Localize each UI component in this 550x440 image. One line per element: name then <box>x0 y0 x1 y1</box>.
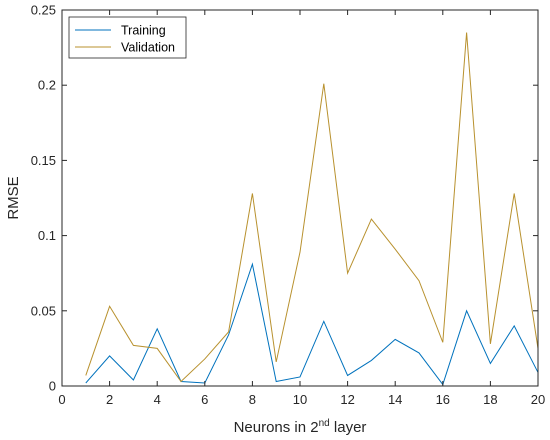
data-point-training <box>132 378 135 381</box>
y-axis-label: RMSE <box>5 176 22 219</box>
data-point-validation <box>418 279 421 282</box>
y-tick-label: 0.15 <box>31 153 56 168</box>
y-tick-label: 0 <box>49 379 56 394</box>
data-point-validation <box>370 218 373 221</box>
legend-label-training: Training <box>121 24 166 38</box>
series-line-validation <box>85 32 539 383</box>
data-point-training <box>275 380 278 383</box>
y-tick-label: 0.1 <box>38 228 56 243</box>
data-point-validation <box>227 330 230 333</box>
legend: Training Validation <box>68 16 187 59</box>
series-line-training <box>85 262 539 386</box>
x-tick-label: 12 <box>340 392 354 407</box>
data-point-validation <box>275 360 278 363</box>
x-tick-label: 0 <box>58 392 65 407</box>
data-point-validation <box>513 192 516 195</box>
x-tick-label: 2 <box>106 392 113 407</box>
data-point-validation <box>156 347 159 350</box>
data-point-training <box>251 263 254 266</box>
data-point-training <box>370 359 373 362</box>
data-point-validation <box>108 305 111 308</box>
legend-label-validation: Validation <box>121 41 175 55</box>
data-point-training <box>322 320 325 323</box>
data-point-training <box>156 327 159 330</box>
data-point-validation <box>441 341 444 344</box>
data-point-training <box>84 381 87 384</box>
data-point-validation <box>394 248 397 251</box>
x-tick-label: 14 <box>388 392 402 407</box>
x-tick-label: 8 <box>249 392 256 407</box>
x-tick-label: 10 <box>293 392 307 407</box>
data-point-validation <box>180 380 183 383</box>
series-layer <box>84 31 539 386</box>
data-point-validation <box>132 344 135 347</box>
data-point-training <box>108 354 111 357</box>
x-tick-label: 4 <box>154 392 161 407</box>
data-point-training <box>489 362 492 365</box>
x-axis-label-superscript: nd <box>319 418 330 429</box>
data-point-training <box>346 374 349 377</box>
data-point-validation <box>84 374 87 377</box>
data-point-training <box>465 309 468 312</box>
data-point-training <box>394 338 397 341</box>
x-tick-label: 18 <box>483 392 497 407</box>
plot-area <box>62 10 538 386</box>
data-point-validation <box>489 342 492 345</box>
x-axis-label-tail: layer <box>330 419 367 436</box>
data-point-validation <box>465 31 468 34</box>
legend-box <box>68 16 187 59</box>
data-point-validation <box>251 192 254 195</box>
data-point-validation <box>299 251 302 254</box>
data-point-validation <box>322 82 325 85</box>
y-tick-label: 0.05 <box>31 303 56 318</box>
x-tick-label: 16 <box>436 392 450 407</box>
data-point-validation <box>346 272 349 275</box>
data-point-training <box>513 324 516 327</box>
data-point-training <box>299 375 302 378</box>
y-tick-label: 0.25 <box>31 3 56 18</box>
x-axis-label: Neurons in 2nd layer <box>234 418 367 436</box>
x-tick-label: 20 <box>531 392 545 407</box>
x-tick-label: 6 <box>201 392 208 407</box>
x-axis-label-main: Neurons in 2 <box>234 419 319 436</box>
tick-layer: 0 2 4 6 8 10 12 14 16 18 20 0 0.05 0.1 0.15 0.2 0.25 <box>31 3 546 408</box>
data-point-training <box>227 333 230 336</box>
y-tick-label: 0.2 <box>38 78 56 93</box>
data-point-validation <box>203 357 206 360</box>
data-point-training <box>418 351 421 354</box>
